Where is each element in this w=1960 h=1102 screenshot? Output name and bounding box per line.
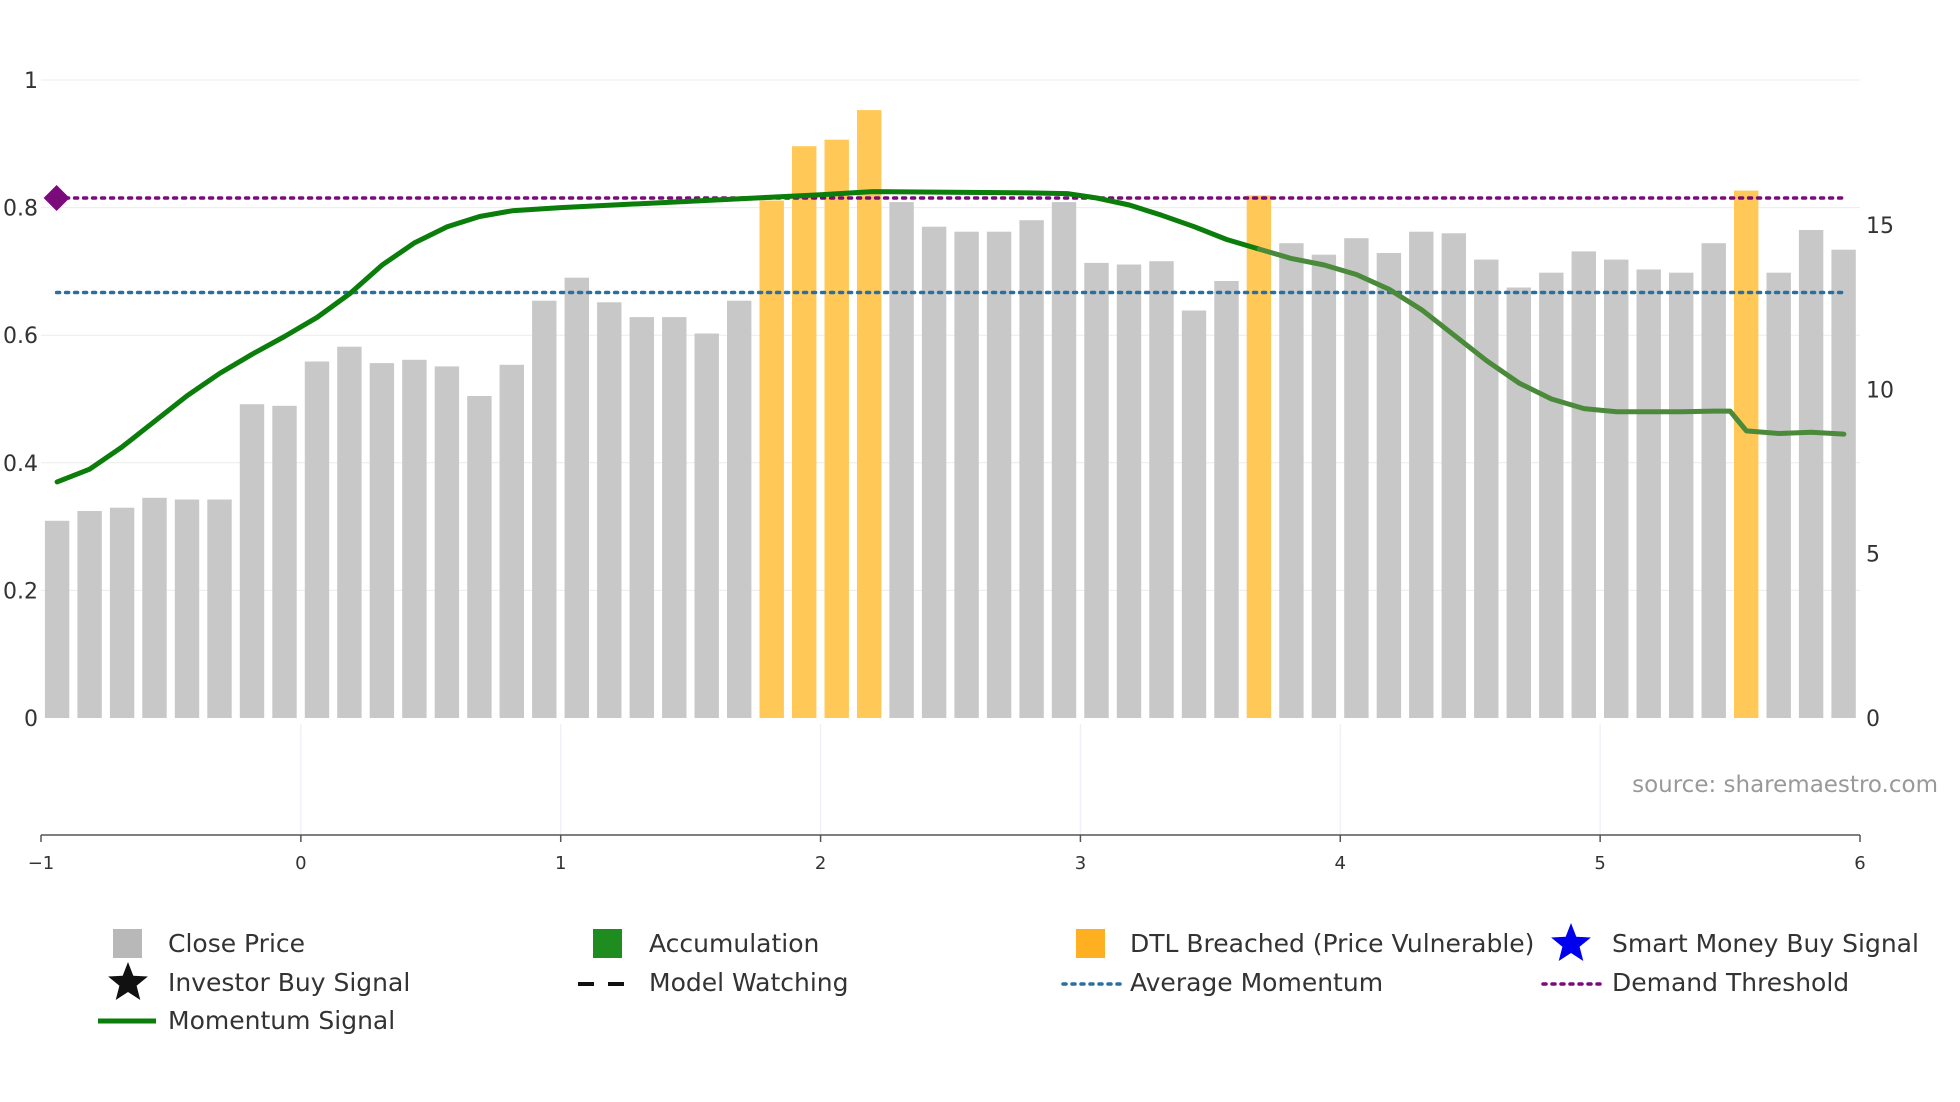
close-price-bar-32 bbox=[1084, 262, 1109, 718]
close-price-bar-54 bbox=[1798, 230, 1824, 718]
left-tick-4: 0.8 bbox=[3, 197, 38, 222]
close-price-bar-16 bbox=[564, 277, 589, 718]
close-price-bar-49 bbox=[1636, 269, 1661, 718]
close-price-bar-45 bbox=[1506, 287, 1531, 718]
close-price-bar-13 bbox=[467, 396, 492, 718]
close-price-bar-17 bbox=[597, 302, 622, 718]
dtl-bar-22 bbox=[759, 200, 784, 718]
close-price-bar-26 bbox=[889, 202, 914, 719]
legend-close-price-swatch bbox=[113, 929, 142, 958]
x-tick-2: 1 bbox=[555, 853, 566, 874]
close-price-bar-50 bbox=[1669, 272, 1694, 718]
close-price-bar-6 bbox=[239, 404, 265, 718]
x-tick-4: 3 bbox=[1075, 853, 1086, 874]
close-price-bar-46 bbox=[1539, 272, 1564, 718]
dtl-bar-37 bbox=[1246, 195, 1272, 718]
close-price-bar-38 bbox=[1279, 243, 1304, 718]
close-price-bar-34 bbox=[1149, 261, 1174, 718]
legend-investor-buy-label: Investor Buy Signal bbox=[168, 968, 410, 997]
legend-accumulation-label: Accumulation bbox=[649, 929, 819, 958]
close-price-bar-44 bbox=[1474, 259, 1499, 718]
close-price-bar-53 bbox=[1766, 272, 1791, 718]
close-price-bar-47 bbox=[1571, 251, 1596, 718]
legend-momentum-signal-label: Momentum Signal bbox=[168, 1006, 395, 1035]
x-tick-5: 4 bbox=[1335, 853, 1346, 874]
x-axis: −1 0 1 2 3 4 5 6 bbox=[28, 834, 1866, 874]
source-label: source: sharemaestro.com bbox=[1632, 772, 1938, 798]
dtl-bar-23 bbox=[792, 146, 817, 718]
close-price-bar-33 bbox=[1116, 264, 1142, 718]
close-price-bar-10 bbox=[369, 363, 395, 718]
x-tick-1: 0 bbox=[295, 853, 306, 874]
left-tick-2: 0.4 bbox=[3, 452, 38, 477]
left-axis-ticks: 0 0.2 0.4 0.6 0.8 1 bbox=[3, 69, 38, 732]
legend-demand-threshold-label: Demand Threshold bbox=[1612, 968, 1849, 997]
close-price-bar-8 bbox=[304, 361, 330, 718]
close-price-bar-51 bbox=[1701, 243, 1726, 718]
left-tick-5: 1 bbox=[24, 69, 38, 94]
right-tick-3: 15 bbox=[1866, 214, 1894, 239]
x-tick-6: 5 bbox=[1594, 853, 1605, 874]
legend-accumulation-swatch bbox=[593, 929, 622, 958]
legend-investor-star-icon bbox=[108, 962, 148, 1000]
close-price-bar-12 bbox=[434, 366, 460, 718]
legend-close-price-label: Close Price bbox=[168, 929, 305, 958]
close-price-bar-2 bbox=[109, 507, 135, 718]
close-price-bar-9 bbox=[337, 346, 362, 718]
close-price-bar-30 bbox=[1019, 220, 1044, 718]
close-price-bar-0 bbox=[44, 520, 70, 718]
close-price-bar-27 bbox=[921, 226, 947, 718]
x-tick-7: 6 bbox=[1854, 853, 1865, 874]
legend-smart-money-star-icon bbox=[1551, 923, 1591, 961]
close-price-bar-20 bbox=[694, 333, 719, 718]
close-price-bar-29 bbox=[986, 231, 1012, 718]
close-price-bar-4 bbox=[174, 499, 200, 718]
close-price-bar-14 bbox=[499, 364, 524, 718]
right-tick-0: 0 bbox=[1866, 707, 1880, 732]
x-tick-0: −1 bbox=[28, 853, 55, 874]
close-price-bar-15 bbox=[532, 300, 557, 718]
legend-dtl-label: DTL Breached (Price Vulnerable) bbox=[1130, 929, 1534, 958]
close-price-bar-48 bbox=[1604, 259, 1629, 718]
dtl-bar-52 bbox=[1734, 190, 1759, 719]
demand-marker-diamond bbox=[43, 185, 70, 212]
close-price-bars bbox=[44, 110, 1856, 719]
close-price-bar-31 bbox=[1051, 202, 1077, 719]
close-price-bar-5 bbox=[207, 499, 232, 718]
close-price-bar-1 bbox=[77, 511, 102, 718]
left-tick-1: 0.2 bbox=[3, 579, 38, 604]
right-tick-1: 5 bbox=[1866, 543, 1880, 568]
close-price-bar-35 bbox=[1181, 310, 1207, 718]
left-tick-0: 0 bbox=[24, 707, 38, 732]
momentum-signal-line bbox=[54, 189, 1262, 485]
close-price-bar-19 bbox=[662, 317, 687, 718]
close-price-bar-55 bbox=[1831, 249, 1856, 718]
close-price-bar-11 bbox=[402, 359, 427, 718]
legend-model-watching-label: Model Watching bbox=[649, 968, 849, 997]
close-price-bar-39 bbox=[1311, 254, 1337, 718]
close-price-bar-40 bbox=[1344, 238, 1369, 718]
close-price-bar-41 bbox=[1376, 253, 1402, 718]
legend-smart-money-label: Smart Money Buy Signal bbox=[1612, 929, 1919, 958]
close-price-bar-3 bbox=[142, 497, 167, 718]
close-price-bar-43 bbox=[1441, 233, 1466, 719]
left-tick-3: 0.6 bbox=[3, 324, 38, 349]
close-price-bar-21 bbox=[727, 300, 752, 718]
legend-average-momentum-label: Average Momentum bbox=[1130, 968, 1383, 997]
close-price-bar-36 bbox=[1214, 281, 1239, 718]
close-price-bar-18 bbox=[629, 317, 654, 718]
legend: Close Price Accumulation DTL Breached (P… bbox=[98, 923, 1919, 1035]
close-price-bar-28 bbox=[954, 231, 979, 718]
momentum-signal-line-faded bbox=[1256, 246, 1847, 437]
right-axis-ticks: 0 5 10 15 bbox=[1866, 214, 1894, 732]
close-price-bar-7 bbox=[272, 405, 297, 718]
dtl-bar-25 bbox=[857, 110, 882, 719]
right-tick-2: 10 bbox=[1866, 378, 1894, 403]
x-tick-3: 2 bbox=[815, 853, 826, 874]
dtl-bar-24 bbox=[824, 139, 849, 718]
legend-dtl-swatch bbox=[1076, 929, 1105, 958]
